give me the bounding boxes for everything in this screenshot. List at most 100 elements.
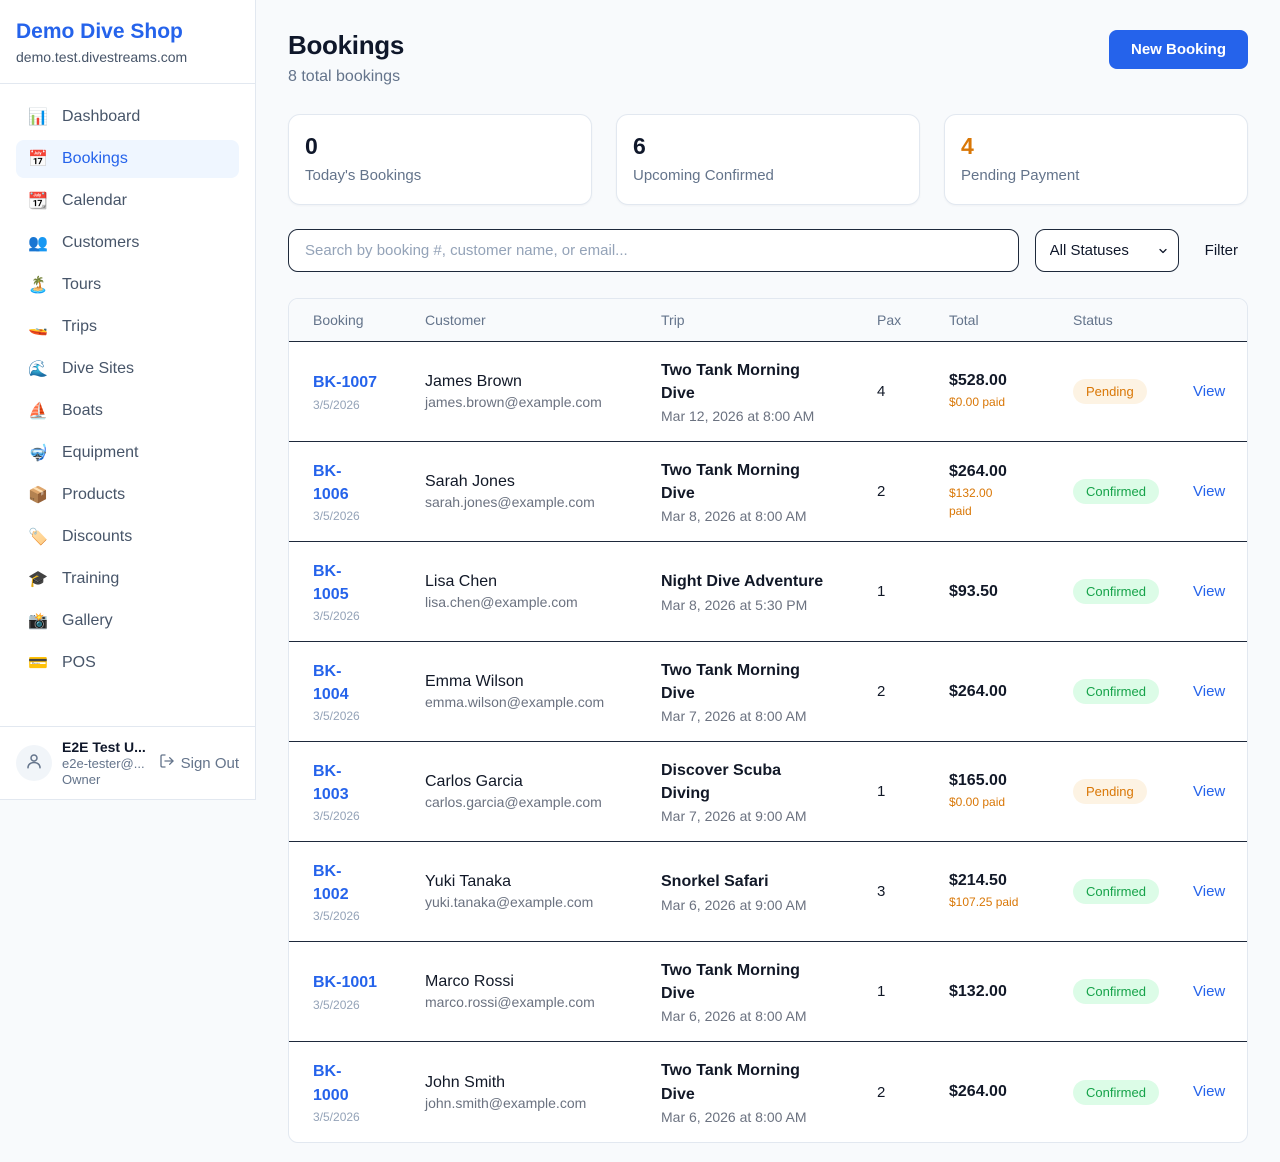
- products-icon: 📦: [28, 487, 48, 504]
- customer-email: john.smith@example.com: [425, 1094, 587, 1111]
- sidebar-item-label: Customers: [62, 234, 140, 251]
- sign-out-button[interactable]: Sign Out: [159, 753, 239, 773]
- status-select-wrap: All Statuses: [1034, 229, 1179, 272]
- booking-date: 3/5/2026: [313, 1109, 360, 1124]
- new-booking-button[interactable]: New Booking: [1108, 30, 1248, 69]
- paid-amount: $132.00 paid: [949, 486, 993, 518]
- view-link[interactable]: View: [1193, 382, 1226, 400]
- person-icon: [25, 752, 43, 775]
- filter-button[interactable]: Filter: [1195, 234, 1248, 267]
- sidebar-item-label: Tours: [62, 276, 102, 293]
- pax-count: 4: [877, 383, 886, 400]
- view-link[interactable]: View: [1193, 782, 1226, 800]
- status-badge: Pending: [1073, 379, 1147, 404]
- stat-value: 6: [633, 133, 646, 159]
- customer-email: marco.rossi@example.com: [425, 994, 595, 1010]
- stat-value: 4: [961, 133, 974, 159]
- table-row: BK-1001 3/5/2026 Marco Rossi marco.rossi…: [289, 942, 1247, 1042]
- column-header-customer: Customer: [425, 312, 486, 328]
- stat-card: 0 Today's Bookings: [288, 114, 592, 205]
- stat-value: 0: [305, 133, 318, 159]
- booking-id-link[interactable]: BK-1001: [313, 974, 378, 992]
- sign-out-label: Sign Out: [180, 754, 239, 772]
- total-amount: $264.00: [949, 682, 1007, 700]
- trip-datetime: Mar 6, 2026 at 9:00 AM: [661, 896, 807, 913]
- search-input[interactable]: [288, 229, 1019, 272]
- sidebar-item-label: Discounts: [62, 528, 133, 545]
- booking-date: 3/5/2026: [313, 997, 360, 1012]
- customer-name: Sarah Jones: [425, 473, 515, 490]
- sidebar-item-dive-sites[interactable]: 🌊 Dive Sites: [16, 350, 239, 388]
- sidebar-item-label: Equipment: [62, 444, 139, 461]
- booking-id-link[interactable]: BK- 1005: [313, 562, 349, 603]
- customer-name: John Smith: [425, 1073, 506, 1091]
- trip-name: Two Tank Morning Dive: [661, 961, 800, 1002]
- table-row: BK- 1005 3/5/2026 Lisa Chen lisa.chen@ex…: [289, 542, 1247, 642]
- dive-sites-icon: 🌊: [28, 361, 48, 378]
- trip-datetime: Mar 7, 2026 at 8:00 AM: [661, 708, 807, 725]
- sidebar-item-customers[interactable]: 👥 Customers: [16, 224, 239, 262]
- sidebar-item-boats[interactable]: ⛵ Boats: [16, 392, 239, 430]
- trip-name: Two Tank Morning Dive: [661, 661, 800, 702]
- booking-id-link[interactable]: BK- 1002: [313, 862, 349, 903]
- boats-icon: ⛵: [28, 403, 48, 420]
- training-icon: 🎓: [28, 571, 48, 588]
- sidebar-item-training[interactable]: 🎓 Training: [16, 560, 239, 598]
- sidebar-item-gallery[interactable]: 📸 Gallery: [16, 602, 239, 640]
- sidebar-item-trips[interactable]: 🚤 Trips: [16, 308, 239, 346]
- sidebar-item-dashboard[interactable]: 📊 Dashboard: [16, 98, 239, 136]
- view-link[interactable]: View: [1193, 682, 1226, 700]
- sidebar-item-tours[interactable]: 🏝️ Tours: [16, 266, 239, 304]
- booking-id-link[interactable]: BK-1007: [313, 374, 378, 392]
- trip-datetime: Mar 12, 2026 at 8:00 AM: [661, 408, 815, 425]
- sidebar-item-discounts[interactable]: 🏷️ Discounts: [16, 518, 239, 556]
- trip-name: Two Tank Morning Dive: [661, 361, 800, 402]
- customer-name: Emma Wilson: [425, 673, 524, 690]
- view-link[interactable]: View: [1193, 982, 1226, 1000]
- trip-name: Two Tank Morning Dive: [661, 1062, 800, 1103]
- status-select[interactable]: All Statuses: [1034, 229, 1179, 272]
- shop-header: Demo Dive Shop demo.test.divestreams.com: [0, 0, 255, 84]
- total-amount: $93.50: [949, 582, 998, 600]
- sidebar-item-pos[interactable]: 💳 POS: [16, 644, 239, 682]
- customers-icon: 👥: [28, 235, 48, 252]
- stat-label: Upcoming Confirmed: [633, 167, 774, 184]
- booking-id-link[interactable]: BK- 1000: [313, 1063, 349, 1104]
- table-row: BK-1007 3/5/2026 James Brown james.brown…: [289, 342, 1247, 442]
- page-title: Bookings: [288, 30, 405, 60]
- paid-amount: $0.00 paid: [949, 395, 1006, 409]
- sidebar-item-bookings[interactable]: 📅 Bookings: [16, 140, 239, 178]
- view-link[interactable]: View: [1193, 482, 1226, 500]
- trip-name: Night Dive Adventure: [661, 573, 824, 591]
- sidebar-item-label: Bookings: [62, 150, 128, 167]
- trip-datetime: Mar 7, 2026 at 9:00 AM: [661, 808, 807, 825]
- equipment-icon: 🤿: [28, 445, 48, 462]
- total-amount: $264.00: [949, 463, 1007, 480]
- booking-id-link[interactable]: BK- 1003: [313, 762, 349, 803]
- column-header-trip: Trip: [661, 312, 685, 328]
- customer-name: James Brown: [425, 373, 522, 390]
- user-email: e2e-tester@...: [62, 756, 145, 771]
- sidebar-item-label: Products: [62, 486, 126, 503]
- sidebar-item-products[interactable]: 📦 Products: [16, 476, 239, 514]
- trip-datetime: Mar 8, 2026 at 8:00 AM: [661, 508, 807, 525]
- sidebar-nav: 📊 Dashboard 📅 Bookings 📆 Calendar 👥 Cust…: [0, 84, 255, 726]
- user-footer: E2E Test U... e2e-tester@... Owner Sign …: [0, 726, 255, 799]
- calendar-icon: 📆: [28, 193, 48, 210]
- trip-name: Snorkel Safari: [661, 873, 769, 891]
- sidebar: Demo Dive Shop demo.test.divestreams.com…: [0, 0, 256, 800]
- pax-count: 1: [877, 783, 886, 800]
- column-header-booking: Booking: [313, 312, 364, 328]
- booking-id-link[interactable]: BK- 1004: [313, 662, 349, 703]
- customer-email: yuki.tanaka@example.com: [425, 894, 594, 910]
- view-link[interactable]: View: [1193, 582, 1226, 600]
- booking-id-link[interactable]: BK- 1006: [313, 462, 349, 503]
- customer-name: Carlos Garcia: [425, 773, 523, 790]
- sidebar-item-label: Boats: [62, 402, 103, 419]
- sidebar-item-calendar[interactable]: 📆 Calendar: [16, 182, 239, 220]
- table-row: BK- 1002 3/5/2026 Yuki Tanaka yuki.tanak…: [289, 842, 1247, 942]
- view-link[interactable]: View: [1193, 1083, 1226, 1100]
- sidebar-item-equipment[interactable]: 🤿 Equipment: [16, 434, 239, 472]
- view-link[interactable]: View: [1193, 882, 1226, 900]
- trips-icon: 🚤: [28, 319, 48, 336]
